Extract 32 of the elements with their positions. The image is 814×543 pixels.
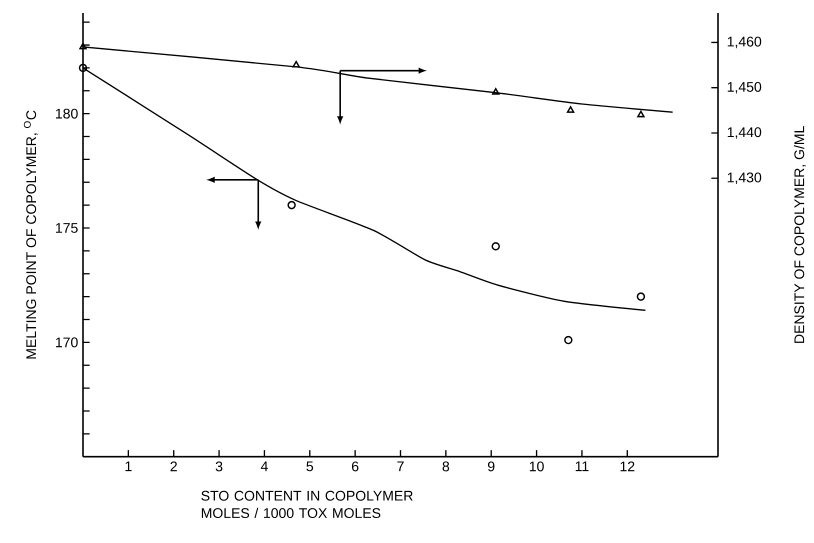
x-tick-label: 10 <box>530 461 544 472</box>
point <box>637 110 645 118</box>
y2-tick-label: 1,430 <box>728 172 762 184</box>
point <box>79 42 87 50</box>
x-tick-label: 12 <box>620 461 634 472</box>
point <box>78 64 88 72</box>
x-tick-label: 5 <box>306 461 314 472</box>
x-tick-label: 6 <box>352 461 358 472</box>
x-tick-label: 3 <box>216 461 222 472</box>
point <box>492 242 500 251</box>
y2-axis-title: DENSITY OF COPOLYMER, G/ML <box>794 126 806 343</box>
y2-tick-label: 1,450 <box>728 82 762 94</box>
x-tick-label: 7 <box>397 461 404 472</box>
x-tick-label: 2 <box>170 461 177 472</box>
x-tick-label: 9 <box>488 461 494 472</box>
x-tick-label: 8 <box>442 461 450 472</box>
point <box>287 200 296 210</box>
point <box>636 292 646 301</box>
y-tick-label: 175 <box>56 223 78 233</box>
y2-tick-label: 1,440 <box>728 127 762 139</box>
x-tick-label: 11 <box>576 461 589 472</box>
y-tick-label: 170 <box>56 337 78 348</box>
x-tick-label: 1 <box>126 461 132 472</box>
point <box>492 88 500 95</box>
point <box>292 60 300 68</box>
x-tick-label: 4 <box>260 461 268 472</box>
y2-tick-label: 1,460 <box>728 36 762 48</box>
point <box>564 336 573 344</box>
point <box>566 106 574 113</box>
x-axis-title: STO CONTENT IN COPOLYMER MOLES / 1000 TOX MOLES <box>201 490 413 518</box>
y-axis-title: MELTING POINT OF COPOLYMER, $^{O}$C <box>24 110 38 359</box>
y-tick-label: 180 <box>56 108 78 119</box>
